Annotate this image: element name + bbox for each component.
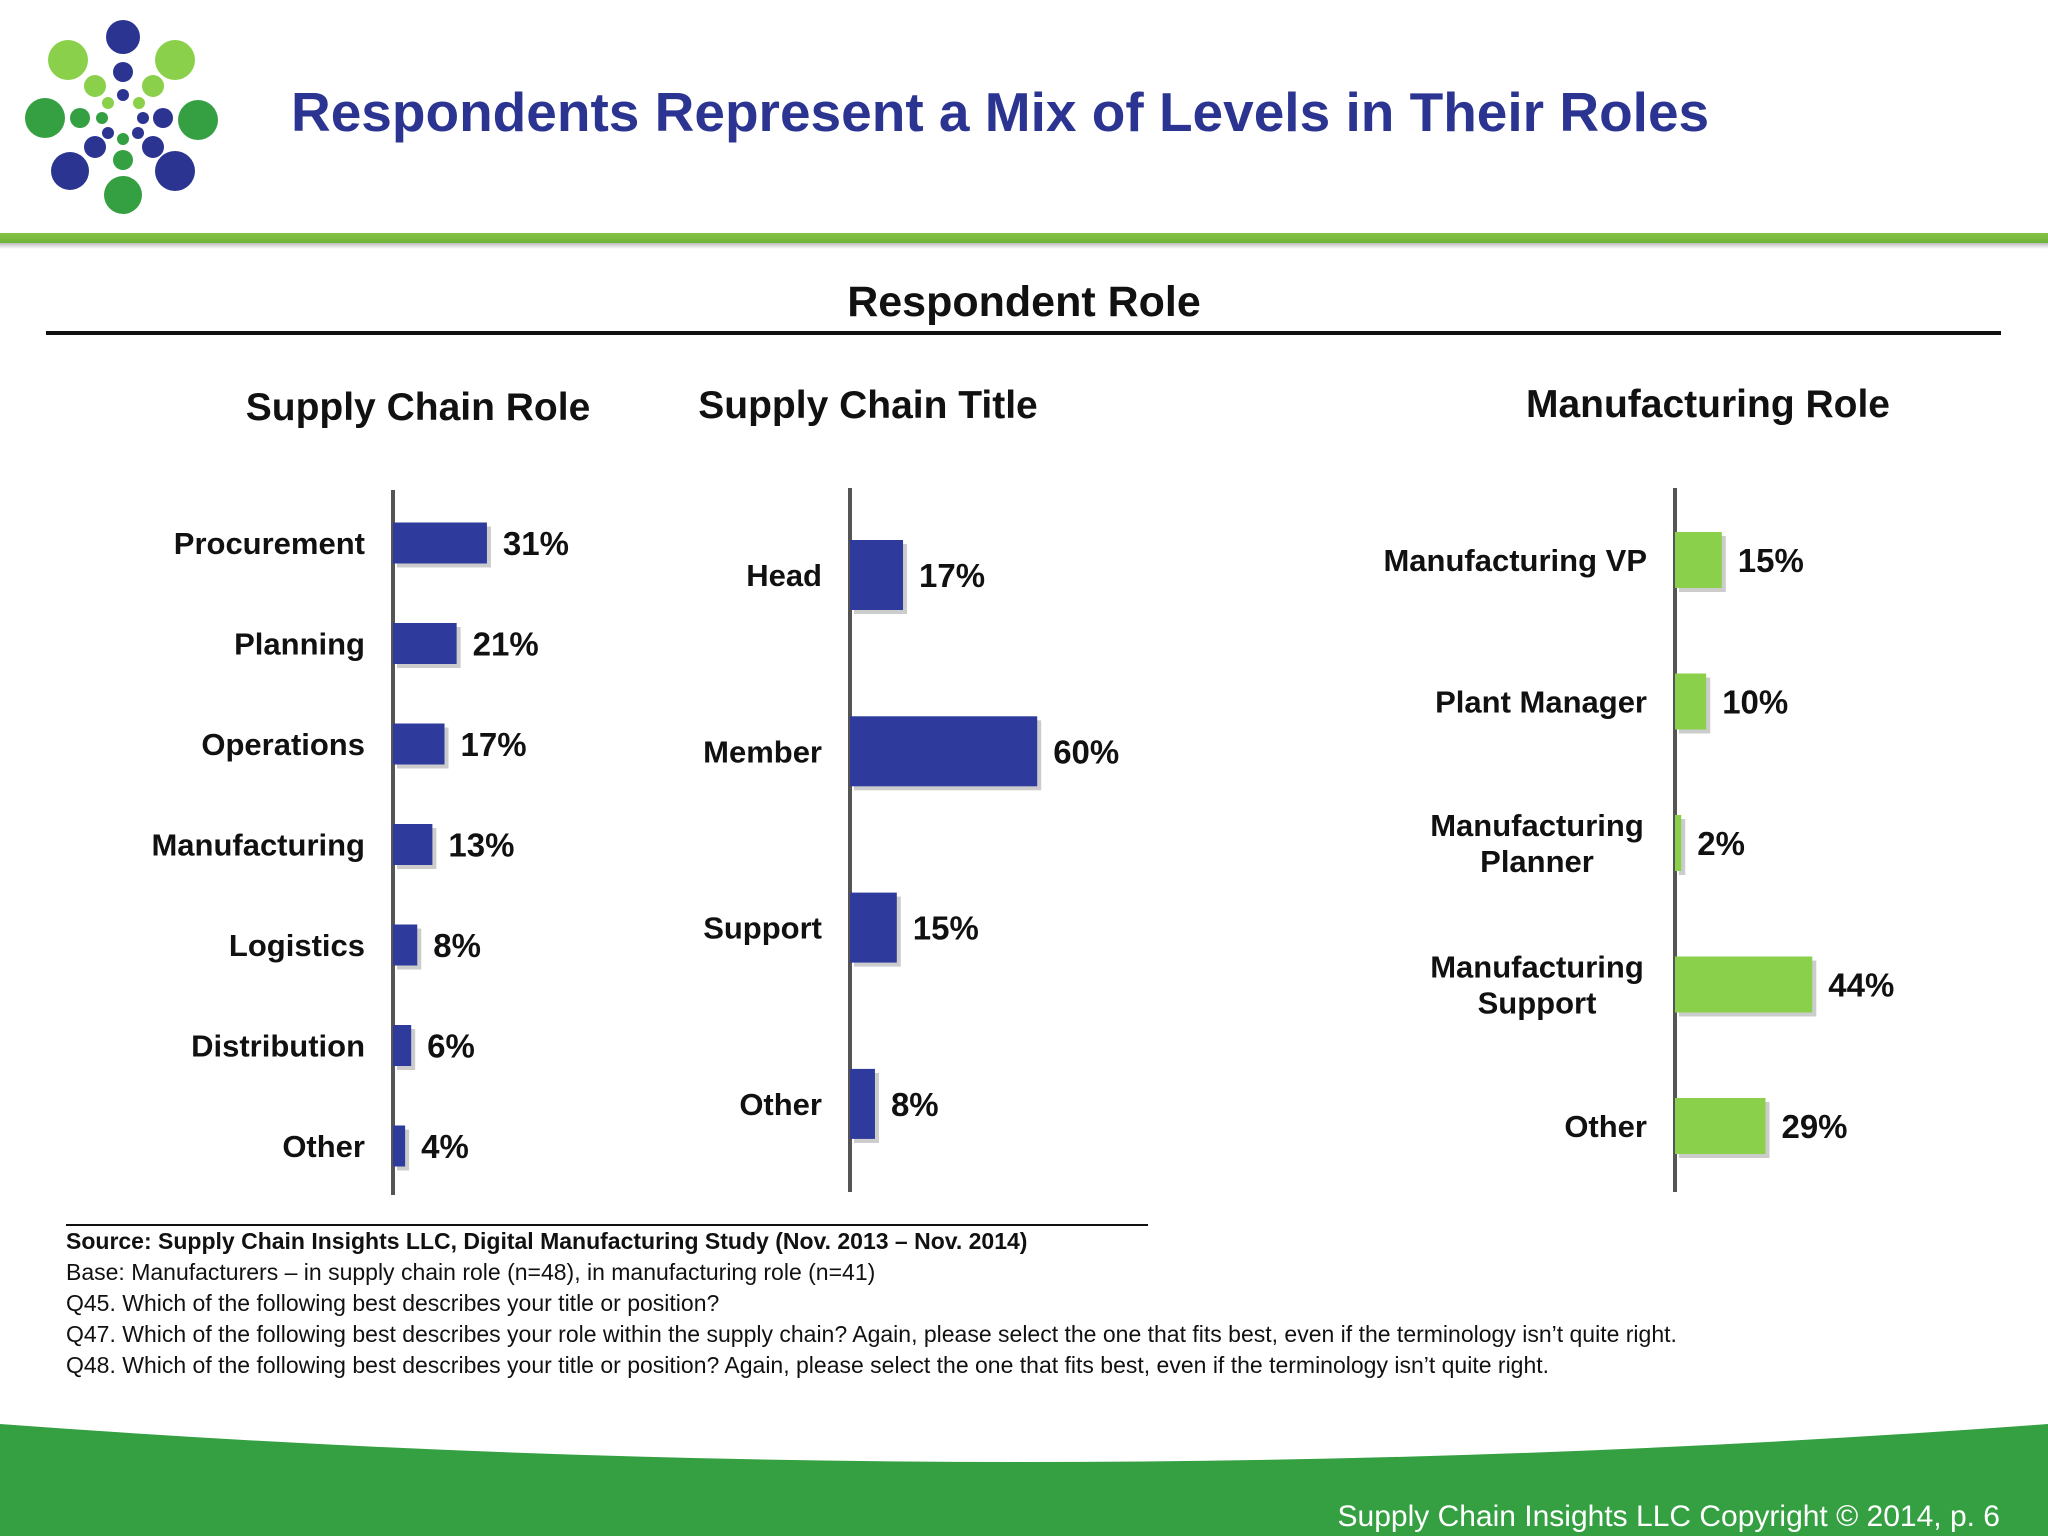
value-label: 8% [891, 1086, 939, 1123]
footnote-base: Base: Manufacturers – in supply chain ro… [66, 1259, 876, 1285]
value-label: 17% [919, 557, 985, 594]
category-label: Other [282, 1129, 365, 1164]
footnote-q45: Q45. Which of the following best describ… [66, 1290, 720, 1316]
source-rule [66, 1224, 1148, 1226]
category-label: Logistics [229, 928, 365, 963]
bar [393, 522, 487, 564]
bar-charts: Supply Chain Role 31% Procurement 21% Planni… [151, 383, 1894, 1195]
category-label: Support [703, 911, 822, 946]
bar [850, 892, 897, 963]
category-label: Distribution [191, 1029, 365, 1064]
copyright: Supply Chain Insights LLC Copyright © 20… [1337, 1500, 2001, 1533]
bar [1675, 673, 1707, 730]
header-divider-shadow [0, 243, 2048, 249]
bar [393, 924, 418, 966]
category-label: Planner [1480, 844, 1594, 879]
bar [393, 723, 445, 765]
category-label: Head [746, 558, 822, 593]
value-label: 6% [427, 1028, 475, 1065]
category-label: Support [1478, 986, 1597, 1021]
bar [1675, 956, 1813, 1013]
value-label: 44% [1828, 967, 1894, 1004]
category-label: Manufacturing [1430, 808, 1644, 843]
footnote-source: Source: Supply Chain Insights LLC, Digit… [66, 1228, 1028, 1254]
company-logo [25, 20, 218, 214]
heading-rule [46, 331, 2001, 335]
category-label: Manufacturing VP [1383, 543, 1647, 578]
value-label: 13% [448, 827, 514, 864]
chart-title: Supply Chain Title [698, 384, 1037, 427]
category-label: Planning [234, 627, 365, 662]
value-label: 21% [473, 626, 539, 663]
value-label: 31% [503, 525, 569, 562]
value-label: 2% [1697, 825, 1745, 862]
value-label: 60% [1053, 733, 1119, 770]
bar [1675, 1098, 1766, 1154]
bar [1675, 815, 1682, 871]
category-label: Other [739, 1087, 822, 1122]
bar [850, 716, 1038, 787]
bar-shadow [1679, 819, 1686, 875]
bar [393, 1125, 406, 1167]
value-label: 15% [913, 910, 979, 947]
slide-title: Respondents Represent a Mix of Levels in… [291, 81, 1710, 143]
category-label: Member [703, 734, 822, 769]
value-label: 29% [1781, 1108, 1847, 1145]
value-label: 8% [433, 927, 481, 964]
value-label: 15% [1738, 542, 1804, 579]
chart-heading: Respondent Role [847, 278, 1201, 326]
value-label: 4% [421, 1128, 469, 1165]
footnote-q48: Q48. Which of the following best describ… [66, 1352, 1550, 1378]
bar [393, 623, 457, 664]
category-label: Plant Manager [1435, 685, 1647, 720]
chart-title: Supply Chain Role [246, 386, 591, 429]
bar [1675, 532, 1722, 588]
bar [393, 1025, 412, 1066]
value-label: 17% [461, 726, 527, 763]
bar [850, 1068, 875, 1139]
footnote-q47: Q47. Which of the following best describ… [66, 1321, 1677, 1347]
category-label: Manufacturing [1430, 950, 1644, 985]
value-label: 10% [1722, 684, 1788, 721]
bar [393, 824, 433, 865]
header-divider [0, 233, 2048, 243]
chart-title: Manufacturing Role [1526, 383, 1890, 426]
category-label: Procurement [174, 526, 365, 561]
footnotes: Source: Supply Chain Insights LLC, Digit… [66, 1226, 1966, 1381]
category-label: Manufacturing [151, 828, 365, 863]
bar [850, 540, 904, 610]
category-label: Operations [201, 727, 365, 762]
category-label: Other [1564, 1109, 1647, 1144]
